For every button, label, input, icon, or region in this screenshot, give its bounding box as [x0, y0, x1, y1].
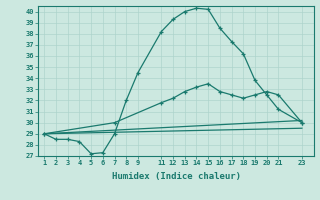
- X-axis label: Humidex (Indice chaleur): Humidex (Indice chaleur): [111, 172, 241, 181]
